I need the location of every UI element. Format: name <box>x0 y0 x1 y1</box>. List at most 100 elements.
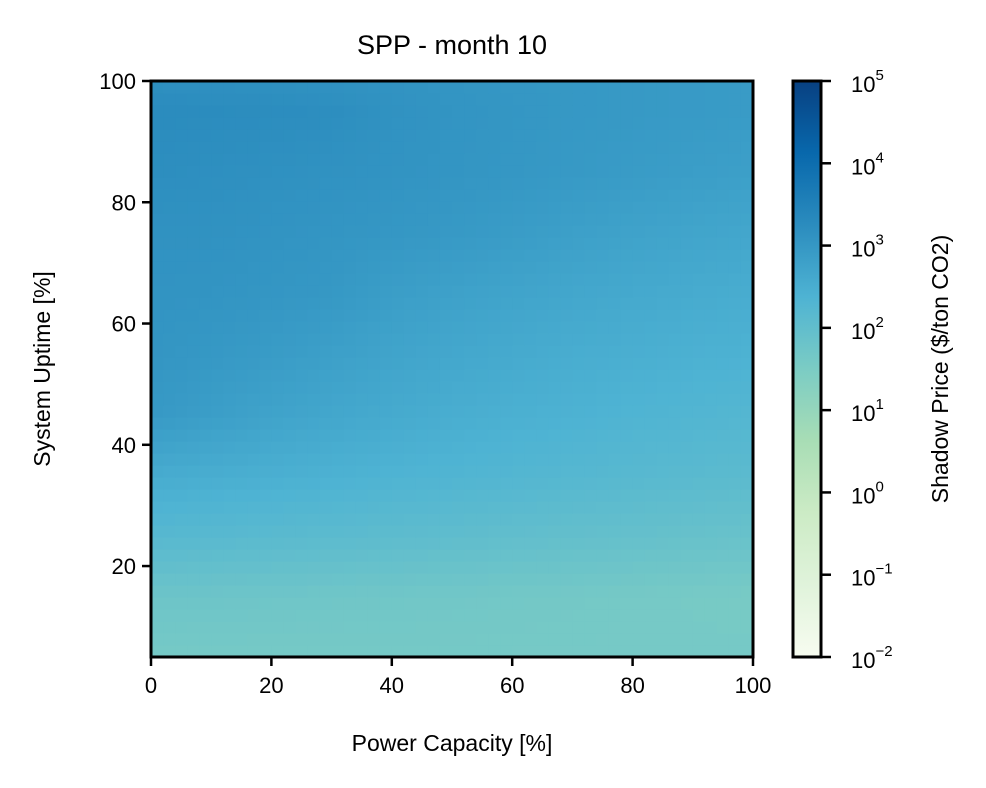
heatmap-cell <box>500 201 513 214</box>
heatmap-cell <box>512 273 525 286</box>
heatmap-cell <box>512 585 525 598</box>
heatmap-cell <box>331 525 345 538</box>
heatmap-cell <box>704 225 718 238</box>
heatmap-cell <box>343 621 357 634</box>
heatmap-cell <box>632 369 646 382</box>
heatmap-cell <box>692 405 706 418</box>
heatmap-cell <box>548 213 561 226</box>
heatmap-cell <box>283 129 297 142</box>
heatmap-cell <box>331 225 345 238</box>
heatmap-cell <box>452 525 465 538</box>
heatmap-cell <box>668 273 682 286</box>
heatmap-cell <box>391 357 405 370</box>
heatmap-cell <box>343 333 357 346</box>
heatmap-cell <box>427 621 441 634</box>
heatmap-cell <box>283 249 297 262</box>
heatmap-cell <box>415 441 429 454</box>
heatmap-cell <box>247 225 260 238</box>
heatmap-cell <box>632 201 646 214</box>
heatmap-cell <box>319 381 333 394</box>
heatmap-cell <box>427 465 441 478</box>
x-axis: 0 20 40 60 80 100 <box>145 657 771 698</box>
heatmap-cell <box>403 165 417 178</box>
heatmap-cell <box>175 177 188 190</box>
heatmap-cell <box>728 561 742 574</box>
heatmap-cell <box>620 561 634 574</box>
heatmap-cell <box>415 273 429 286</box>
heatmap-cell <box>584 357 598 370</box>
heatmap-cell <box>740 573 753 586</box>
heatmap-cell <box>259 201 272 214</box>
heatmap-cell <box>512 441 525 454</box>
heatmap-cell <box>680 321 694 334</box>
plot-frame <box>149 79 755 659</box>
heatmap-cell <box>187 333 200 346</box>
heatmap-cell <box>391 597 405 610</box>
heatmap-cell <box>692 177 706 190</box>
heatmap-cell <box>427 405 441 418</box>
heatmap-cell <box>608 81 622 94</box>
heatmap-cell <box>716 285 730 298</box>
heatmap-cell <box>295 93 309 106</box>
heatmap-cell <box>464 321 477 334</box>
heatmap-cell <box>476 645 489 657</box>
heatmap-cell <box>247 261 260 274</box>
heatmap-cell <box>728 537 742 550</box>
heatmap-cell <box>536 93 549 106</box>
heatmap-cell <box>199 105 212 118</box>
heatmap-cell <box>668 453 682 466</box>
heatmap-cell <box>259 453 272 466</box>
heatmap-cell <box>355 213 369 226</box>
heatmap-cell <box>572 345 586 358</box>
heatmap-cell <box>452 585 465 598</box>
heatmap-cell <box>740 441 753 454</box>
heatmap-cell <box>524 333 537 346</box>
heatmap-cell <box>452 309 465 322</box>
heatmap-cell <box>596 357 610 370</box>
heatmap-cell <box>728 633 742 646</box>
heatmap-cell <box>259 321 272 334</box>
heatmap-cell <box>295 189 309 202</box>
heatmap-cell <box>271 189 285 202</box>
heatmap-cell <box>439 441 453 454</box>
heatmap-cell <box>716 153 730 166</box>
heatmap-cell <box>548 465 561 478</box>
heatmap-cell <box>307 597 321 610</box>
heatmap-cell <box>367 105 381 118</box>
heatmap-cell <box>259 381 272 394</box>
heatmap-cell <box>391 405 405 418</box>
heatmap-cell <box>620 333 634 346</box>
heatmap-cell <box>464 261 477 274</box>
heatmap-cell <box>403 357 417 370</box>
heatmap-cell <box>223 249 236 262</box>
heatmap-cell <box>247 189 260 202</box>
heatmap-cell <box>211 237 224 250</box>
heatmap-cell <box>608 357 622 370</box>
heatmap-cell <box>668 129 682 142</box>
heatmap-cell <box>307 645 321 657</box>
heatmap-cell <box>259 585 272 598</box>
heatmap-cell <box>536 285 549 298</box>
heatmap-cell <box>271 501 285 514</box>
heatmap-cell <box>500 405 513 418</box>
heatmap-cell <box>283 645 297 657</box>
heatmap-cell <box>464 129 477 142</box>
heatmap-cell <box>391 261 405 274</box>
heatmap-cell <box>524 525 537 538</box>
heatmap-cell <box>668 597 682 610</box>
heatmap-cell <box>656 561 670 574</box>
heatmap-cell <box>295 537 309 550</box>
heatmap-cell <box>740 513 753 526</box>
heatmap-cell <box>500 93 513 106</box>
heatmap-cell <box>476 573 489 586</box>
heatmap-cell <box>391 333 405 346</box>
heatmap-cell <box>488 453 501 466</box>
heatmap-cell <box>728 429 742 442</box>
heatmap-cell <box>620 309 634 322</box>
heatmap-cell <box>452 501 465 514</box>
heatmap-cell <box>548 153 561 166</box>
heatmap-cell <box>343 93 357 106</box>
heatmap-cell <box>656 261 670 274</box>
heatmap-cell <box>500 645 513 657</box>
heatmap-cell <box>247 453 260 466</box>
